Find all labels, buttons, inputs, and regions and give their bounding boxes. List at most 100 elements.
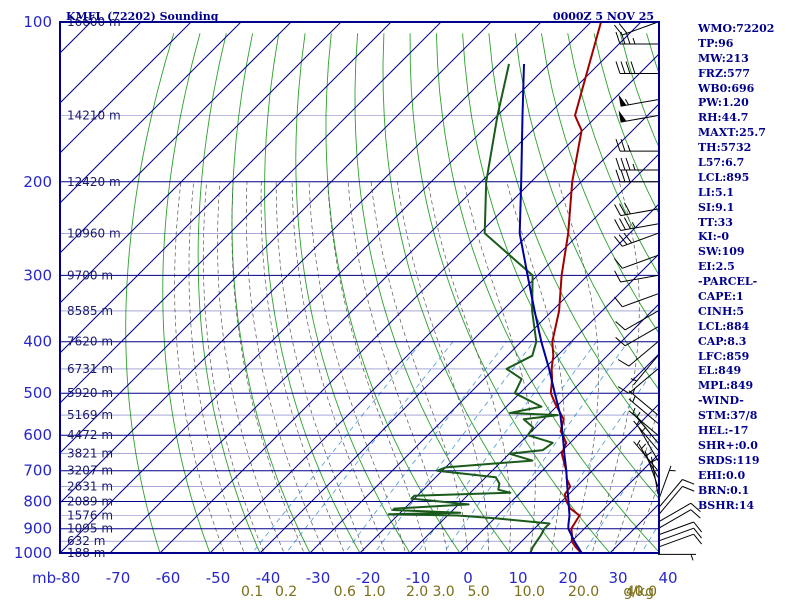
wind-barb bbox=[657, 485, 695, 516]
mixing-ratio-label: 0.2 bbox=[275, 584, 297, 600]
sounding-profiles bbox=[387, 22, 602, 553]
dry-adiabat-line bbox=[264, 33, 361, 553]
height-label: 7620 m bbox=[67, 335, 113, 349]
mixing-ratio-label: 0.1 bbox=[241, 584, 263, 600]
index-entry: SW:109 bbox=[698, 245, 745, 259]
index-entry: CINH:5 bbox=[698, 304, 745, 318]
mixing-ratio-label: 3.0 bbox=[432, 584, 454, 600]
index-entry: EI:2.5 bbox=[698, 260, 735, 274]
moist-adiabat-line bbox=[231, 181, 305, 553]
height-label: 10960 m bbox=[67, 226, 121, 240]
moist-adiabat-line bbox=[370, 181, 469, 553]
index-entry: LCL:884 bbox=[698, 319, 750, 333]
wind-barb bbox=[657, 521, 702, 536]
height-label: 9700 m bbox=[67, 268, 113, 282]
isotherm-line bbox=[60, 22, 542, 504]
moist-adiabat-line bbox=[188, 181, 245, 553]
index-entry: -WIND- bbox=[698, 394, 744, 408]
wind-barb bbox=[617, 368, 659, 394]
pressure-tick-label: 600 bbox=[23, 426, 52, 444]
index-entry: MW:213 bbox=[698, 51, 749, 65]
mixing-ratio-line bbox=[640, 523, 659, 553]
pressure-tick-label: 900 bbox=[23, 520, 52, 538]
wind-barb bbox=[618, 110, 659, 123]
moist-adiabat-line bbox=[396, 181, 490, 553]
wind-barbs bbox=[614, 21, 702, 561]
height-label: 632 m bbox=[67, 534, 105, 548]
pressure-tick-label: 500 bbox=[23, 384, 52, 402]
wind-barb bbox=[614, 293, 659, 308]
wind-barb bbox=[633, 439, 659, 472]
mixing-ratio-unit: g/kg bbox=[623, 584, 654, 600]
mixing-ratio-line bbox=[251, 341, 423, 553]
index-entry: L57:6.7 bbox=[698, 156, 745, 170]
index-entry: SI:9.1 bbox=[698, 200, 735, 214]
temperature-tick-label: -10 bbox=[406, 569, 431, 587]
wind-barb bbox=[657, 502, 701, 523]
dewpoint-profile-line bbox=[387, 63, 559, 553]
temperature-tick-label: 30 bbox=[608, 569, 627, 587]
moist-adiabat-line bbox=[463, 181, 536, 553]
wind-barb bbox=[617, 341, 659, 367]
temperature-tick-label: -80 bbox=[56, 569, 81, 587]
wind-barb bbox=[615, 326, 659, 347]
height-label: 8585 m bbox=[67, 304, 113, 318]
moist-adiabat-line bbox=[245, 181, 325, 553]
chart-title: KMFL (72202) Sounding bbox=[66, 10, 219, 23]
moist-adiabat-line bbox=[308, 181, 407, 553]
moist-adiabat-line bbox=[174, 181, 225, 553]
pressure-tick-label: 400 bbox=[23, 333, 52, 351]
isotherm-line bbox=[60, 22, 492, 454]
index-entry: RH:44.7 bbox=[698, 111, 749, 125]
index-entry: FRZ:577 bbox=[698, 66, 751, 80]
temperature-tick-label: -70 bbox=[106, 569, 131, 587]
isotherm-line bbox=[209, 103, 659, 553]
isotherm-line bbox=[60, 22, 192, 154]
wind-barb bbox=[657, 465, 676, 502]
wind-barb bbox=[657, 527, 702, 542]
height-label: 5920 m bbox=[67, 386, 113, 400]
index-entry: KI:-0 bbox=[698, 230, 729, 244]
isotherm-line bbox=[259, 153, 659, 553]
chart-datetime: 0000Z 5 NOV 25 bbox=[553, 10, 654, 23]
isotherm-line bbox=[509, 403, 659, 553]
index-entry: CAP:8.3 bbox=[698, 334, 747, 348]
pressure-tick-label: 1000 bbox=[14, 544, 52, 562]
height-label: 12420 m bbox=[67, 175, 121, 189]
temperature-tick-label: -40 bbox=[256, 569, 281, 587]
index-entry: MPL:849 bbox=[698, 379, 754, 393]
mixing-ratio-line bbox=[478, 341, 629, 553]
wind-barb bbox=[657, 509, 701, 530]
index-entry: EL:849 bbox=[698, 364, 742, 378]
moist-adiabat-line bbox=[275, 181, 366, 553]
isotherm-line bbox=[60, 22, 592, 553]
index-entry: PW:1.20 bbox=[698, 96, 749, 110]
moist-adiabat-line bbox=[612, 404, 659, 553]
isotherm-line bbox=[359, 253, 659, 553]
height-label: 3207 m bbox=[67, 464, 113, 478]
dry-adiabat-line bbox=[354, 33, 511, 553]
grid-lines bbox=[60, 22, 659, 553]
index-entry: CAPE:1 bbox=[698, 290, 744, 304]
wind-barb bbox=[628, 407, 659, 436]
dry-adiabat-line bbox=[231, 33, 311, 553]
wind-barb bbox=[618, 94, 659, 107]
temperature-tick-label: -50 bbox=[206, 569, 231, 587]
height-label: 2631 m bbox=[67, 480, 113, 494]
temperature-tick-label: 10 bbox=[508, 569, 527, 587]
index-entry: STM:37/8 bbox=[698, 409, 758, 423]
wind-barb bbox=[658, 553, 696, 561]
temperature-tick-label: -30 bbox=[306, 569, 331, 587]
mixing-ratio-line bbox=[583, 435, 659, 553]
isotherm-line bbox=[109, 22, 642, 553]
index-entry: WB0:696 bbox=[698, 81, 755, 95]
wind-barb bbox=[615, 138, 658, 152]
mixing-ratio-line bbox=[373, 341, 534, 553]
height-label: 1576 m bbox=[67, 509, 113, 523]
height-label: 1095 m bbox=[67, 522, 113, 536]
isotherm-line bbox=[459, 353, 659, 553]
isotherm-line bbox=[60, 22, 442, 404]
dry-adiabat-line bbox=[197, 33, 261, 553]
